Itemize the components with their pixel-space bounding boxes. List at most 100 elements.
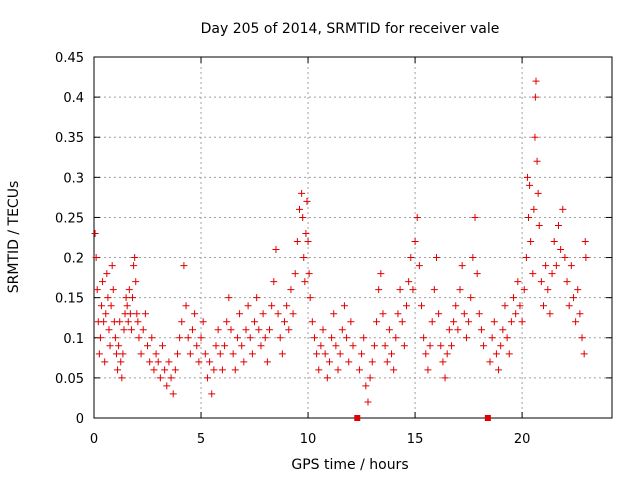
data-point bbox=[523, 173, 531, 181]
data-point bbox=[413, 213, 421, 221]
data-point bbox=[552, 262, 560, 270]
data-point bbox=[516, 302, 524, 310]
data-point bbox=[132, 278, 140, 286]
data-point bbox=[123, 302, 131, 310]
data-point bbox=[176, 334, 184, 342]
data-point bbox=[430, 286, 438, 294]
data-point bbox=[362, 382, 370, 390]
chart-title: Day 205 of 2014, SRMTID for receiver val… bbox=[201, 21, 500, 37]
data-point bbox=[167, 374, 175, 382]
data-point bbox=[208, 390, 216, 398]
data-point bbox=[169, 390, 177, 398]
x-tick-label: 10 bbox=[300, 432, 317, 447]
data-point bbox=[375, 286, 383, 294]
data-point bbox=[330, 310, 338, 318]
data-point bbox=[514, 278, 522, 286]
data-point bbox=[349, 342, 357, 350]
data-point bbox=[218, 366, 226, 374]
data-point bbox=[426, 342, 434, 350]
data-point bbox=[345, 358, 353, 366]
data-point bbox=[117, 358, 125, 366]
data-point bbox=[532, 77, 540, 85]
data-point bbox=[95, 350, 103, 358]
data-point bbox=[460, 310, 468, 318]
data-point bbox=[195, 358, 203, 366]
data-point bbox=[396, 286, 404, 294]
data-point bbox=[109, 286, 117, 294]
data-point bbox=[420, 334, 428, 342]
data-point bbox=[248, 350, 256, 358]
data-point bbox=[305, 270, 313, 278]
data-point bbox=[102, 310, 110, 318]
data-point bbox=[550, 238, 558, 246]
data-point bbox=[411, 238, 419, 246]
data-point bbox=[540, 302, 548, 310]
data-point bbox=[554, 221, 562, 229]
data-point bbox=[129, 294, 137, 302]
data-point bbox=[443, 350, 451, 358]
data-point bbox=[522, 254, 530, 262]
data-point bbox=[229, 350, 237, 358]
y-tick-label: 0.4 bbox=[63, 91, 84, 106]
data-point bbox=[165, 358, 173, 366]
data-point bbox=[116, 318, 124, 326]
data-point bbox=[303, 197, 311, 205]
data-point bbox=[407, 254, 415, 262]
data-point bbox=[246, 334, 254, 342]
data-point bbox=[569, 294, 577, 302]
data-point bbox=[445, 326, 453, 334]
data-point bbox=[525, 213, 533, 221]
data-point bbox=[424, 366, 432, 374]
data-point bbox=[180, 262, 188, 270]
data-point bbox=[495, 366, 503, 374]
data-point bbox=[355, 366, 363, 374]
data-point bbox=[405, 278, 413, 286]
data-point bbox=[300, 254, 308, 262]
data-point bbox=[317, 342, 325, 350]
data-point bbox=[223, 318, 231, 326]
data-point bbox=[325, 358, 333, 366]
data-point bbox=[572, 318, 580, 326]
y-tick-label: 0.1 bbox=[63, 332, 84, 347]
data-point bbox=[242, 326, 250, 334]
data-point bbox=[450, 318, 458, 326]
data-point bbox=[486, 358, 494, 366]
data-point bbox=[240, 358, 248, 366]
data-point bbox=[544, 286, 552, 294]
data-point bbox=[507, 318, 515, 326]
data-point bbox=[193, 342, 201, 350]
data-point bbox=[530, 205, 538, 213]
data-point bbox=[574, 286, 582, 294]
data-point bbox=[499, 326, 507, 334]
data-point bbox=[291, 270, 299, 278]
data-point bbox=[533, 157, 541, 165]
data-point bbox=[233, 334, 241, 342]
data-point bbox=[473, 270, 481, 278]
y-tick-label: 0.15 bbox=[55, 292, 84, 307]
data-point bbox=[131, 254, 139, 262]
data-point bbox=[171, 366, 179, 374]
data-point bbox=[306, 294, 314, 302]
data-point bbox=[313, 350, 321, 358]
data-point bbox=[163, 382, 171, 390]
data-point bbox=[578, 334, 586, 342]
data-point bbox=[255, 326, 263, 334]
plot-frame bbox=[93, 56, 613, 419]
data-point bbox=[203, 374, 211, 382]
axis-ticks: 0 0.05 0.1 0.15 0.2 0.25 0.3 0.35 0.4 0.45 0 5 10 15 2… bbox=[55, 51, 612, 447]
data-point bbox=[576, 310, 584, 318]
data-point bbox=[206, 358, 214, 366]
data-point bbox=[105, 326, 113, 334]
data-point bbox=[93, 286, 101, 294]
data-point bbox=[559, 205, 567, 213]
data-point bbox=[437, 342, 445, 350]
data-point bbox=[270, 278, 278, 286]
data-point bbox=[441, 374, 449, 382]
data-point bbox=[381, 342, 389, 350]
data-point bbox=[227, 326, 235, 334]
data-point bbox=[328, 334, 336, 342]
data-point bbox=[480, 342, 488, 350]
data-point bbox=[580, 350, 588, 358]
data-point bbox=[101, 358, 109, 366]
